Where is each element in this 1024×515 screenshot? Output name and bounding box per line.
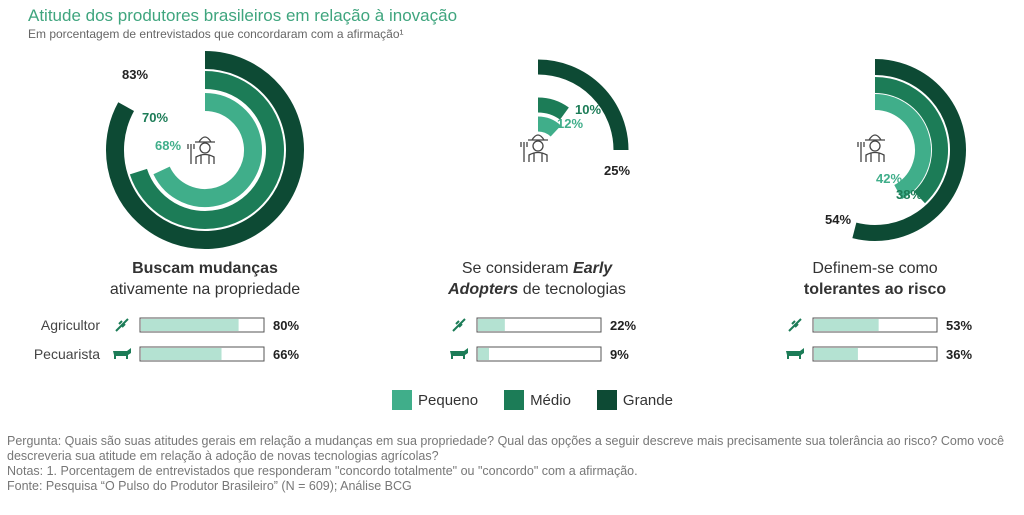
ring-label-grande: 25% (604, 163, 630, 178)
panel-3-title-line2: tolerantes ao risco (803, 281, 947, 298)
footer-notas: Notas: 1. Porcentagem de entrevistados q… (7, 464, 638, 478)
radial-chart-3: 42%38% 54% 53% 36% (786, 59, 972, 362)
bar-value-pecuarista: 66% (273, 347, 299, 362)
farmer-hat (528, 134, 548, 141)
legend-swatch-grande (596, 390, 617, 410)
wheat-stalk (115, 318, 129, 332)
cow-shape (113, 348, 131, 359)
bar-value-pecuarista: 9% (610, 347, 629, 362)
bar-fill-pecuarista (141, 348, 222, 360)
cow-icon (786, 348, 804, 359)
legend-label-medio: Médio (530, 391, 571, 409)
farmer-icon (187, 136, 215, 164)
cow-icon (450, 348, 468, 359)
bar-value-pecuarista: 36% (946, 347, 972, 362)
panel-1-title: Buscam mudanças ativamente na propriedad… (65, 258, 345, 300)
legend-item-medio: Médio (504, 390, 571, 410)
legend-label-pequeno: Pequeno (418, 391, 479, 409)
wheat-icon (115, 318, 129, 332)
ring-label-grande: 54% (825, 212, 851, 227)
legend-swatch-medio (504, 390, 525, 410)
ring-label-pequeno: 12% (557, 116, 583, 131)
farmer-hat (865, 134, 885, 141)
ring-label-medio: 38% (896, 187, 922, 202)
panel-3-title-line1: Definem-se como (812, 260, 938, 277)
legend-item-grande: Grande (596, 390, 673, 410)
ring-grande (852, 59, 966, 241)
bar-fill-pecuarista (814, 348, 858, 360)
ring-label-pequeno: 68% (155, 138, 181, 153)
bar-fill-pecuarista (478, 348, 489, 360)
bar-fill-agricultor (141, 319, 239, 331)
footer-notes: Pergunta: Quais são suas atitudes gerais… (7, 434, 1007, 494)
panel-2-title-prefix: Se consideram (461, 260, 574, 277)
legend-item-pequeno: Pequeno (392, 390, 478, 410)
ring-medio (874, 77, 948, 204)
footer-pergunta: Pergunta: Quais são suas atitudes gerais… (7, 434, 1005, 463)
wheat-icon (452, 318, 466, 332)
ring-label-medio: 10% (575, 102, 601, 117)
bar-track (476, 346, 602, 362)
panel-2-title-em2: Adopters (448, 281, 519, 298)
panel-2-title-suffix: de tecnologias (518, 281, 626, 298)
farmer-pitchfork (857, 142, 865, 162)
panel-2-title-em1: Early (573, 260, 613, 277)
ring-pequeno (874, 94, 931, 200)
farmer-pitchfork (187, 144, 195, 164)
radial-chart-1: 68% 70% 83% 80% 66% (106, 51, 304, 362)
farmer-head (869, 140, 881, 152)
ring-label-pequeno: 42% (876, 171, 902, 186)
farmer-body (195, 153, 215, 164)
chart-title: Atitude dos produtores brasileiros em re… (28, 6, 458, 25)
wheat-stalk (452, 318, 466, 332)
farmer-head (199, 142, 211, 154)
cow-shape (786, 348, 804, 359)
bar-value-agricultor: 22% (610, 318, 636, 333)
farmer-hat (195, 136, 215, 143)
bar-fill-agricultor (478, 319, 505, 331)
farmer-head (532, 140, 544, 152)
farmer-icon (520, 134, 548, 162)
legend-label-grande: Grande (622, 391, 673, 409)
panel-3-title: Definem-se como tolerantes ao risco (735, 258, 1015, 300)
wheat-stalk (788, 318, 802, 332)
legend: Pequeno Médio Grande (392, 390, 673, 410)
cow-icon (113, 348, 131, 359)
panel-1-title-line1: Buscam mudanças (132, 260, 278, 277)
bar-track (476, 317, 602, 333)
farmer-icon (857, 134, 885, 162)
row-label-agricultor: Agricultor (41, 317, 100, 333)
ring-grande (537, 59, 629, 151)
ring-medio (537, 97, 569, 120)
cow-shape (450, 348, 468, 359)
wheat-icon (788, 318, 802, 332)
bar-fill-agricultor (814, 319, 879, 331)
farmer-pitchfork (520, 142, 528, 162)
ring-label-grande: 83% (122, 67, 148, 82)
legend-swatch-pequeno (392, 390, 412, 410)
farmer-body (528, 151, 548, 162)
panel-1-title-line2: ativamente na propriedade (109, 281, 301, 298)
bar-value-agricultor: 53% (946, 318, 972, 333)
bar-value-agricultor: 80% (273, 318, 299, 333)
ring-medio (129, 71, 284, 229)
row-label-pecuarista: Pecuarista (34, 346, 100, 362)
ring-grande (106, 51, 304, 249)
panel-2-title: Se consideram Early Adopters de tecnolog… (397, 258, 677, 300)
ring-pequeno (537, 116, 561, 137)
radial-chart-2: 12%10% 25% 22% 9% (450, 59, 636, 362)
radial-charts-canvas: 68% 70% 83% 80% 66% 12%10% 25% 22% 9% 42%38% 54% 53… (34, 51, 972, 362)
farmer-body (865, 151, 885, 162)
footer-fonte: Fonte: Pesquisa “O Pulso do Produtor Bra… (7, 479, 412, 493)
ring-label-medio: 70% (142, 110, 168, 125)
chart-subtitle: Em porcentagem de entrevistados que conc… (28, 27, 404, 41)
ring-pequeno (153, 93, 262, 207)
